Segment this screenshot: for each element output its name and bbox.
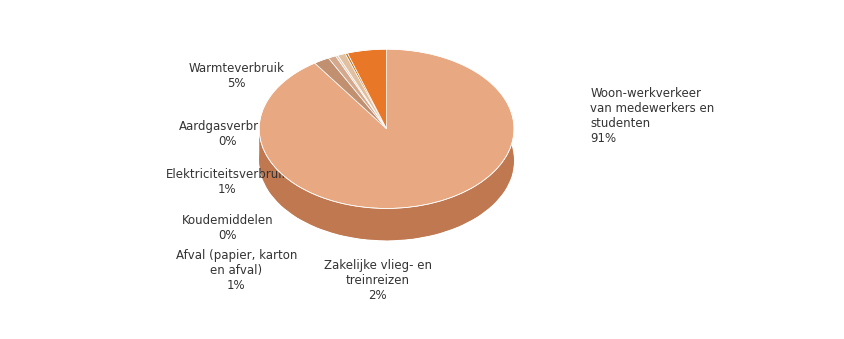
- Text: Woon-werkverkeer
van medewerkers en
studenten
91%: Woon-werkverkeer van medewerkers en stud…: [590, 87, 714, 145]
- Polygon shape: [338, 54, 387, 129]
- Text: Aardgasverbruik
0%: Aardgasverbruik 0%: [178, 120, 276, 148]
- Polygon shape: [336, 55, 387, 129]
- Polygon shape: [315, 58, 387, 129]
- Polygon shape: [328, 56, 387, 129]
- Text: Zakelijke vlieg- en
treinreizen
2%: Zakelijke vlieg- en treinreizen 2%: [324, 259, 432, 302]
- Polygon shape: [348, 49, 387, 129]
- Text: Elektriciteitsverbruik
1%: Elektriciteitsverbruik 1%: [165, 168, 289, 196]
- Text: Warmteverbruik
5%: Warmteverbruik 5%: [188, 62, 284, 90]
- Ellipse shape: [259, 81, 514, 240]
- Polygon shape: [259, 49, 514, 208]
- Text: Afval (papier, karton
en afval)
1%: Afval (papier, karton en afval) 1%: [176, 249, 297, 292]
- Polygon shape: [259, 129, 511, 240]
- Polygon shape: [345, 53, 387, 129]
- Text: Koudemiddelen
0%: Koudemiddelen 0%: [181, 214, 273, 242]
